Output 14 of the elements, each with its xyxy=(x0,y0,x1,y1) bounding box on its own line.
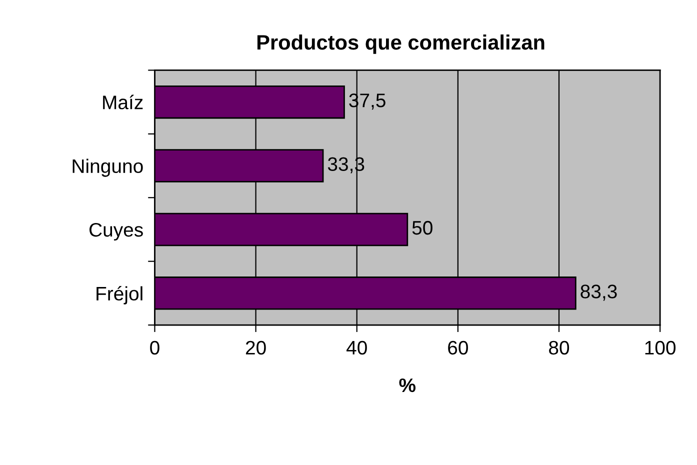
y-tick-label: Maíz xyxy=(103,94,143,110)
x-tick-label: 0 xyxy=(150,340,160,355)
x-tick-label: 100 xyxy=(645,340,676,355)
data-label: 83,3 xyxy=(580,284,617,301)
x-tick-label: 20 xyxy=(246,340,266,355)
x-tick-label: 60 xyxy=(448,340,468,355)
x-tick-label: 40 xyxy=(346,340,367,355)
x-axis-title: % xyxy=(399,378,416,392)
x-tick-label: 80 xyxy=(549,340,570,355)
data-label: 50 xyxy=(412,220,432,235)
y-tick-label: Fréjol xyxy=(96,286,142,304)
y-tick-label: Cuyes xyxy=(89,222,143,241)
y-tick-label: Ninguno xyxy=(72,158,143,177)
chart-title: Productos que comercializan xyxy=(257,34,544,54)
